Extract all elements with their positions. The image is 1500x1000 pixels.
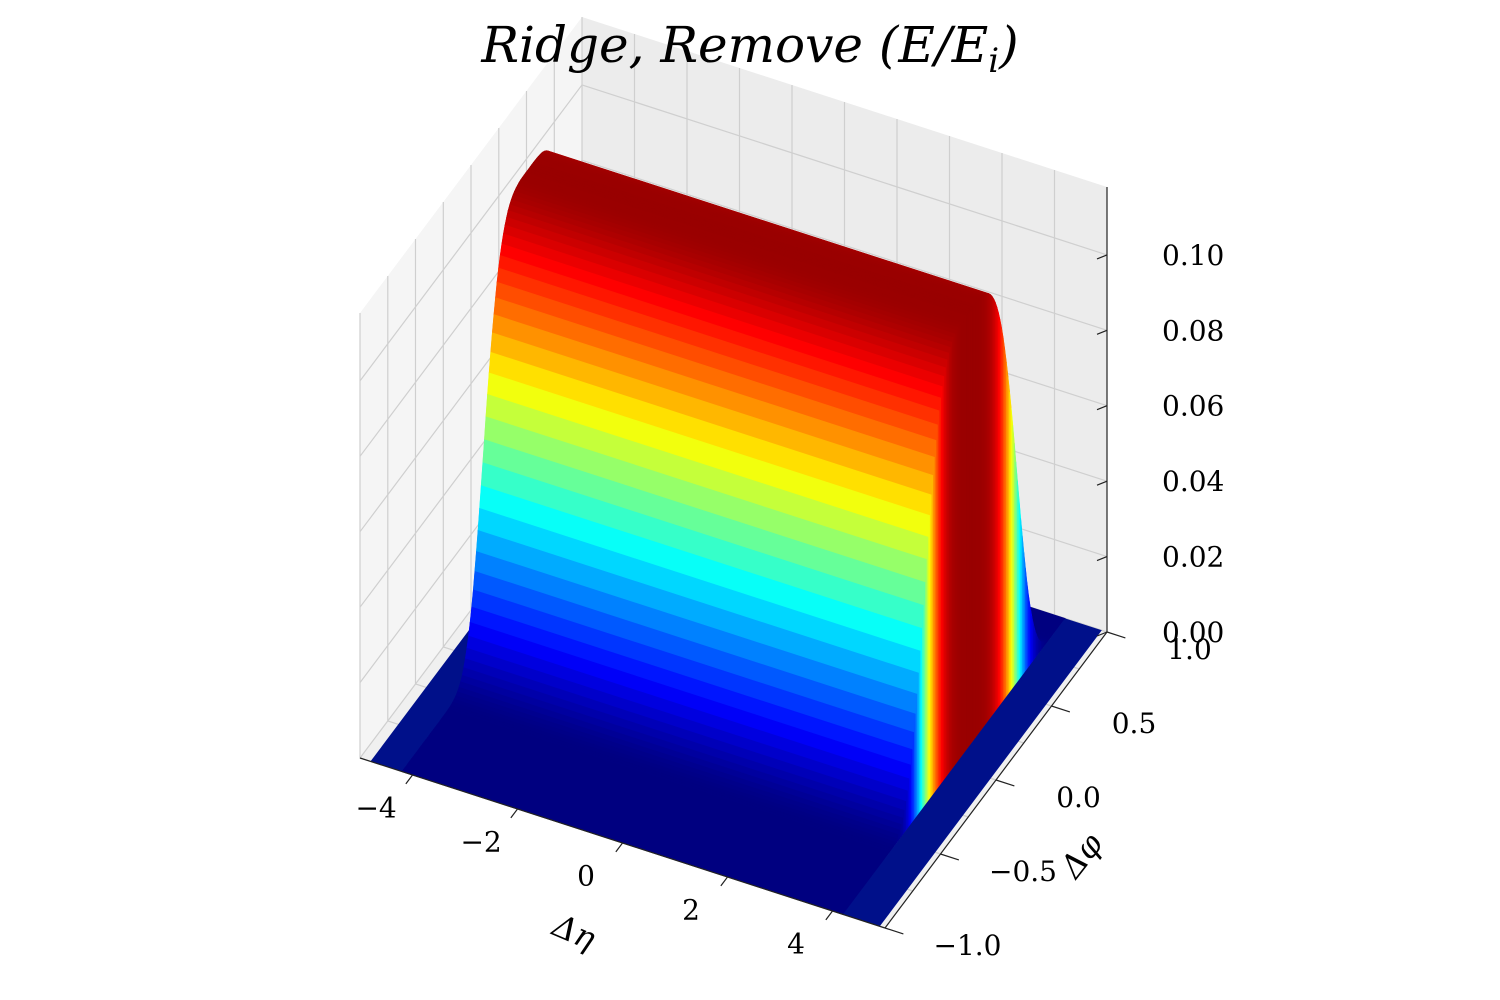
- z-tick-mark: [1096, 329, 1108, 335]
- x-tick-label: 4: [787, 928, 805, 961]
- x-tick-mark: [720, 876, 728, 887]
- y-tick-mark: [1106, 631, 1126, 639]
- ridge-surface: [370, 150, 1102, 927]
- surface-endcap-right: [1050, 634, 1053, 639]
- y-tick-label: 0.5: [1112, 707, 1157, 740]
- x-axis-label: Δη: [546, 905, 602, 957]
- z-tick-mark: [1096, 556, 1108, 562]
- x-tick-label: 2: [682, 894, 700, 927]
- z-tick-label: 0.08: [1162, 314, 1224, 347]
- z-tick-label: 0.02: [1162, 541, 1224, 574]
- z-tick-label: 0.10: [1162, 239, 1224, 272]
- surface-floor-right: [843, 618, 1102, 927]
- y-tick-mark: [884, 927, 904, 935]
- x-tick-label: −2: [460, 826, 501, 859]
- y-tick-label: 0.0: [1056, 781, 1101, 814]
- z-tick-label: 0.00: [1162, 616, 1224, 649]
- y-axis-label: Δφ: [1051, 825, 1111, 886]
- x-tick-label: 0: [577, 860, 595, 893]
- z-tick-mark: [1096, 254, 1108, 260]
- z-tick-label: 0.06: [1162, 390, 1224, 423]
- z-tick-label: 0.04: [1162, 465, 1224, 498]
- x-tick-label: −4: [355, 792, 396, 825]
- y-tick-label: −0.5: [989, 855, 1057, 888]
- z-tick-mark: [1096, 631, 1108, 637]
- chart-title-main: Ridge, Remove (E/E: [480, 16, 988, 74]
- y-tick-mark: [940, 853, 960, 861]
- chart-title: Ridge, Remove (E/Ei): [480, 16, 1018, 81]
- gridline-z: [359, 159, 1108, 457]
- y-tick-label: −1.0: [934, 929, 1002, 962]
- x-tick-mark: [615, 842, 623, 853]
- gridline-z: [359, 84, 1108, 382]
- y-tick-mark: [1051, 705, 1071, 713]
- x-tick-mark: [405, 774, 413, 785]
- tick-labels: −4 −2 0 2 4 −1.0 −0.5 0.0 0.5 1.00.00 0.02 0.04 0.06…: [355, 239, 1224, 962]
- y-tick-label: 1.0: [1167, 633, 1212, 666]
- chart-title-close: ): [998, 16, 1019, 74]
- z-tick-mark: [1096, 405, 1108, 411]
- x-tick-mark: [510, 808, 518, 819]
- x-tick-mark: [825, 910, 833, 921]
- y-tick-mark: [995, 779, 1015, 787]
- chart-title-subscript: i: [988, 41, 999, 81]
- z-tick-mark: [1096, 480, 1108, 486]
